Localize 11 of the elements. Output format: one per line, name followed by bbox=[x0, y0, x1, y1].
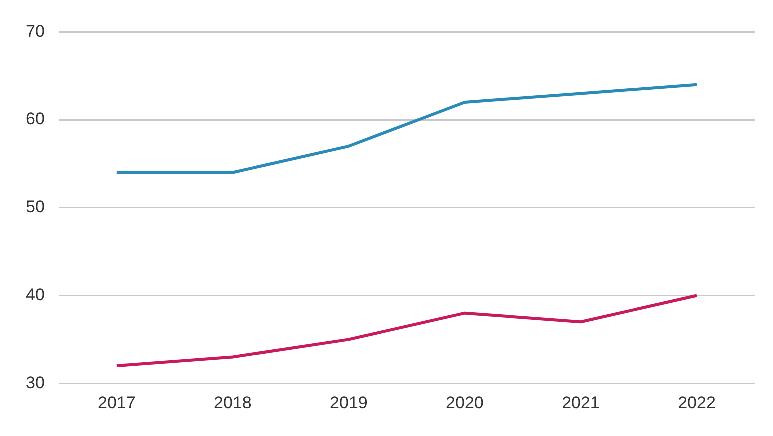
x-tick-label: 2022 bbox=[678, 393, 716, 412]
y-tick-label: 30 bbox=[26, 373, 45, 392]
x-tick-label: 2019 bbox=[330, 393, 368, 412]
y-tick-label: 60 bbox=[26, 110, 45, 129]
y-tick-label: 50 bbox=[26, 198, 45, 217]
x-tick-label: 2021 bbox=[562, 393, 600, 412]
y-tick-label: 70 bbox=[26, 22, 45, 41]
y-tick-label: 40 bbox=[26, 285, 45, 304]
x-tick-label: 2018 bbox=[214, 393, 252, 412]
x-tick-label: 2020 bbox=[446, 393, 484, 412]
x-tick-label: 2017 bbox=[98, 393, 136, 412]
